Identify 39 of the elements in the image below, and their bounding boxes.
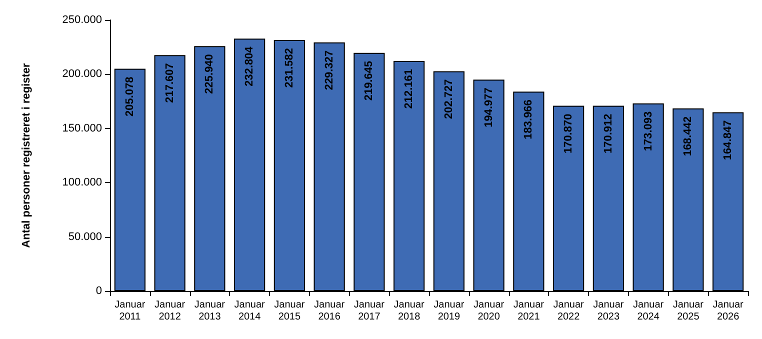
data-label: 173.093 <box>642 111 654 152</box>
x-tick-label: Januar 2018 <box>394 300 426 322</box>
data-label: 202.727 <box>442 79 455 120</box>
y-axis-title: Antal personer registreret i register <box>20 62 32 248</box>
data-label: 229.327 <box>323 50 336 90</box>
x-tick-label: Januar 2026 <box>712 300 744 322</box>
x-tick-label: Januar 2013 <box>194 300 226 322</box>
y-tick-label: 250.000 <box>62 14 102 26</box>
data-label: 232.804 <box>244 46 256 86</box>
data-label: 170.912 <box>602 114 614 154</box>
x-tick-label: Januar 2014 <box>234 300 266 322</box>
x-tick-label: Januar 2016 <box>314 300 346 322</box>
data-label: 194.977 <box>482 88 495 128</box>
x-tick-label: Januar 2022 <box>553 300 585 322</box>
y-tick-label: 50.000 <box>68 230 102 243</box>
data-label: 212.161 <box>403 69 416 109</box>
x-tick-label: Januar 2012 <box>154 300 186 322</box>
x-tick-label: Januar 2011 <box>114 300 146 322</box>
data-label: 168.442 <box>682 116 694 156</box>
data-label: 164.847 <box>722 120 734 160</box>
y-tick-label: 200.000 <box>62 68 102 80</box>
data-label: 205.078 <box>124 76 136 116</box>
data-label: 231.582 <box>283 48 296 88</box>
x-tick-label: Januar 2015 <box>274 300 306 322</box>
y-tick-label: 150.000 <box>62 122 102 134</box>
y-tick-label: 0 <box>96 285 102 297</box>
x-tick-label: Januar 2023 <box>593 300 624 322</box>
data-label: 219.645 <box>363 60 376 101</box>
x-tick-label: Januar 2020 <box>474 300 505 322</box>
x-tick-label: Januar 2024 <box>633 300 664 322</box>
data-label: 183.966 <box>522 100 535 140</box>
x-tick-label: Januar 2019 <box>434 300 465 322</box>
data-label: 217.607 <box>164 63 176 103</box>
data-label: 225.940 <box>204 54 216 94</box>
data-label: 170.870 <box>562 114 575 154</box>
y-tick-label: 100.000 <box>62 176 102 189</box>
x-tick-label: Januar 2025 <box>672 300 704 322</box>
x-tick-label: Januar 2021 <box>513 300 545 322</box>
x-tick-label: Januar 2017 <box>354 300 386 322</box>
